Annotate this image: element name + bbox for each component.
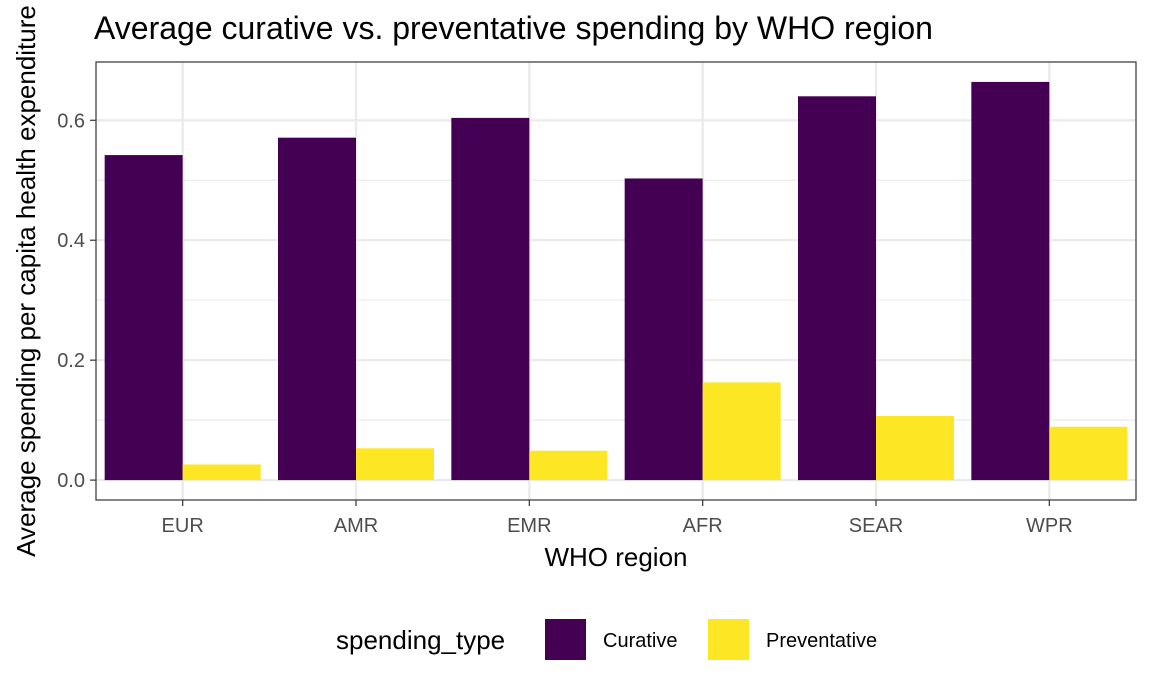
x-axis-title: WHO region (544, 542, 687, 572)
x-tick-label: SEAR (849, 515, 903, 537)
x-tick-label: WPR (1026, 515, 1073, 537)
chart-title: Average curative vs. preventative spendi… (94, 10, 933, 46)
bar-curative-eur (104, 155, 183, 481)
x-tick-label: EUR (162, 515, 204, 537)
y-tick-label: 0.2 (57, 350, 85, 372)
x-tick-label: EMR (507, 515, 551, 537)
y-tick-label: 0.0 (57, 470, 85, 492)
legend-key-preventative (708, 619, 749, 660)
axes: 0.0 0.2 0.4 0.6 EUR AMR EMR AFR SEAR WPR (57, 110, 1072, 537)
y-tick-label: 0.4 (57, 230, 85, 252)
bar-preventative-emr (529, 450, 608, 481)
bar-preventative-sear (876, 415, 954, 481)
bar-curative-emr (451, 117, 530, 481)
y-tick-label: 0.6 (57, 110, 85, 132)
legend-label-preventative: Preventative (766, 630, 877, 652)
legend-label-curative: Curative (603, 630, 677, 652)
bar-preventative-afr (702, 382, 781, 481)
bar-preventative-wpr (1049, 426, 1128, 481)
bar-curative-afr (624, 178, 703, 481)
bars (104, 81, 1128, 481)
bar-preventative-eur (182, 464, 261, 481)
bar-preventative-amr (356, 448, 434, 481)
x-tick-label: AFR (683, 515, 723, 537)
y-axis-title: Average spending per capita health expen… (11, 5, 41, 557)
bar-curative-amr (278, 137, 356, 481)
legend-key-curative (545, 619, 586, 660)
legend-title: spending_type (336, 625, 505, 655)
bar-curative-wpr (971, 81, 1050, 481)
legend: spending_type Curative Preventative (336, 619, 877, 660)
x-tick-label: AMR (334, 515, 378, 537)
panel-border (95, 61, 1137, 501)
bar-curative-sear (798, 96, 876, 481)
